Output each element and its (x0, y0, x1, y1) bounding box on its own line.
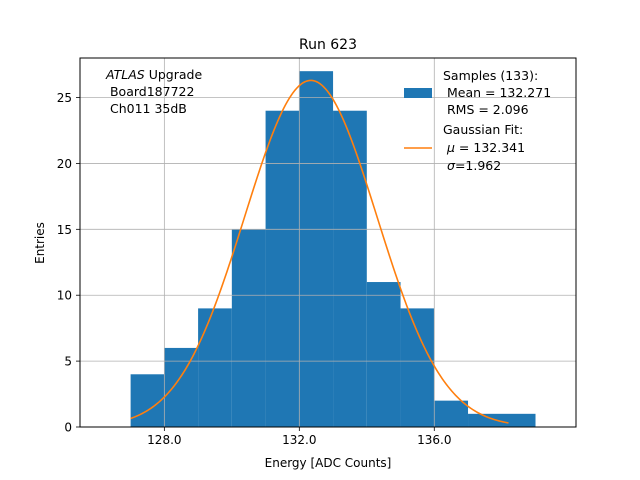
y-axis-label: Entries (33, 222, 47, 264)
plot-frame (79, 57, 577, 428)
atlas-annotation: ATLAS Upgrade Board187722 Ch011 35dB (105, 67, 202, 116)
gaussian-fit-curve (130, 79, 509, 424)
y-tick-label: 5 (64, 355, 72, 369)
gaussian-fit-line (130, 79, 509, 424)
histogram-bar (299, 71, 334, 427)
x-tick-label: 136.0 (417, 433, 451, 447)
atlas-upgrade-text: Upgrade (145, 67, 203, 82)
histogram-bar (231, 229, 266, 427)
legend-fit-mu: μ = 132.341 (446, 140, 525, 155)
mu-symbol: μ (446, 140, 455, 155)
x-axis-ticks: 128.0 132.0 136.0 (147, 427, 451, 447)
annotation-line-3: Ch011 35dB (106, 101, 187, 116)
sigma-symbol: σ (447, 158, 456, 173)
histogram-bar (333, 110, 367, 427)
histogram-bar (198, 308, 232, 427)
legend-fit-title: Gaussian Fit: (443, 122, 523, 137)
histogram-bar (366, 282, 401, 427)
legend-samples-swatch (404, 88, 432, 98)
chart-title: Run 623 (299, 37, 357, 53)
y-tick-label: 20 (57, 157, 72, 171)
x-tick-label: 128.0 (147, 433, 181, 447)
legend-fit-sigma: σ=1.962 (447, 158, 501, 173)
annotation-line-2: Board187722 (106, 84, 194, 99)
legend: Samples (133): Mean = 132.271 RMS = 2.09… (404, 68, 551, 173)
histogram-bars (130, 71, 536, 427)
x-tick-label: 132.0 (282, 433, 316, 447)
x-axis-label: Energy [ADC Counts] (265, 456, 392, 470)
atlas-italic-text: ATLAS (105, 67, 145, 82)
histogram-bar (130, 374, 165, 427)
sigma-value: =1.962 (455, 158, 501, 173)
y-tick-label: 25 (57, 91, 72, 105)
histogram-bar (400, 308, 435, 427)
y-tick-label: 0 (64, 421, 72, 435)
histogram-bar (265, 110, 300, 427)
legend-samples-line-3: RMS = 2.096 (443, 102, 529, 117)
y-tick-label: 10 (57, 289, 72, 303)
histogram-bar (164, 347, 199, 427)
annotation-line-1: ATLAS Upgrade (105, 67, 202, 82)
y-tick-label: 15 (57, 223, 72, 237)
histogram-bar (434, 400, 469, 427)
y-axis-ticks: 0 5 10 15 20 25 (57, 91, 80, 435)
legend-samples-line-1: Samples (133): (443, 68, 538, 83)
histogram-bar (468, 413, 536, 427)
legend-samples-line-2: Mean = 132.271 (443, 85, 551, 100)
mu-value: = 132.341 (455, 140, 525, 155)
